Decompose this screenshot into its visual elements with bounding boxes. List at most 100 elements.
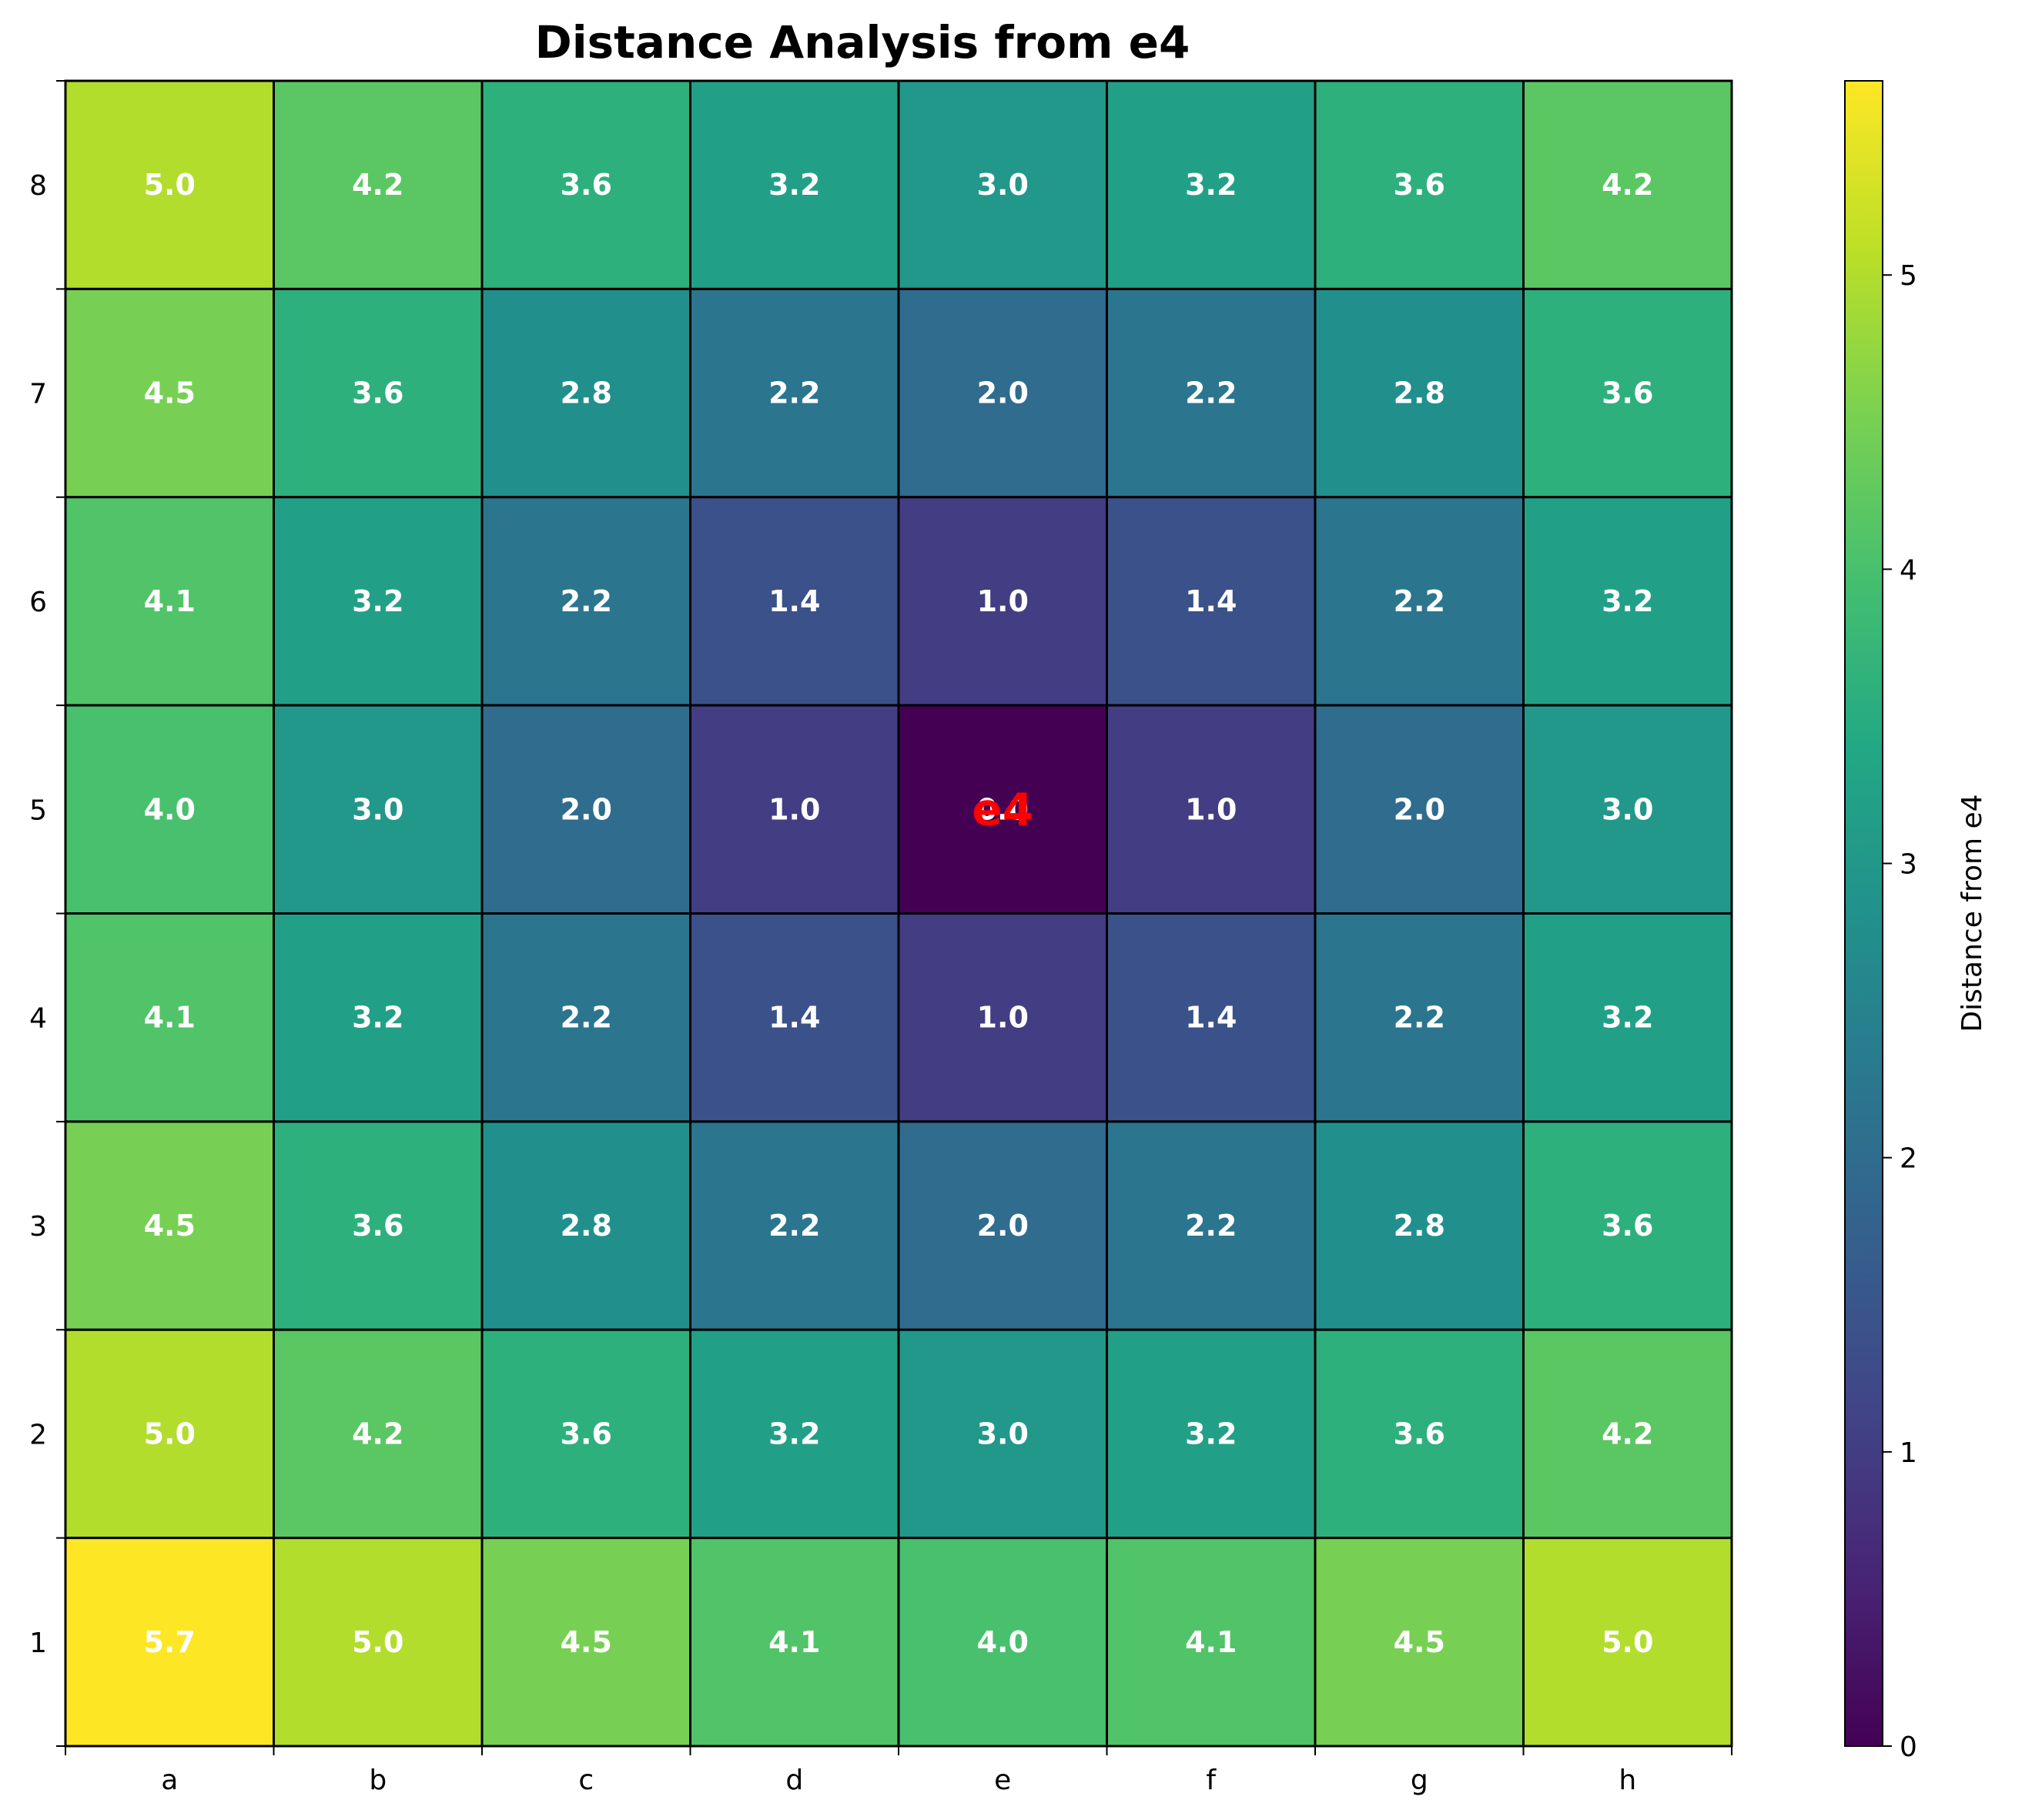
cell-value-label: 4.1: [144, 584, 196, 618]
cell-value-label: 4.5: [144, 376, 196, 410]
cell-value-label: 3.6: [561, 168, 612, 202]
cell-value-label: 1.0: [768, 792, 820, 826]
heatmap-cell: [1314, 704, 1525, 915]
cell-value-label: 4.5: [1394, 1625, 1445, 1659]
heatmap-cell: [273, 287, 484, 499]
cell-value-label: 4.0: [977, 1625, 1029, 1659]
x-tick-label: h: [1619, 1765, 1636, 1796]
heatmap-cell: [1314, 1120, 1525, 1331]
heatmap-cell: [480, 1328, 691, 1540]
cell-value-label: 2.2: [561, 1001, 612, 1035]
cell-value-label: 4.5: [144, 1209, 196, 1243]
heatmap-cell: [64, 1328, 275, 1540]
heatmap-cell: [480, 1537, 691, 1748]
x-tick-label: f: [1206, 1765, 1217, 1796]
cell-value-label: 2.8: [1394, 376, 1445, 410]
colorbar-label: Distance from e4: [1957, 794, 1988, 1032]
heatmap-cell: [273, 1328, 484, 1540]
cell-value-label: 1.0: [1185, 792, 1237, 826]
cell-value-label: 2.2: [1394, 1001, 1445, 1035]
heatmap-cell: [64, 1537, 275, 1748]
colorbar-ticks: 0 1 2 3 4 5: [1883, 260, 1917, 1763]
heatmap-cell: [689, 79, 900, 290]
cell-value-label: 4.1: [1185, 1625, 1237, 1659]
heatmap-cell: [897, 1328, 1108, 1540]
cell-value-label: 4.1: [768, 1625, 820, 1659]
x-axis: a b c d e f g h: [65, 1746, 1732, 1796]
colorbar: [1844, 80, 1883, 1747]
heatmap-cell: [1106, 287, 1317, 499]
heatmap-cell: [273, 1120, 484, 1331]
heatmap-cell: [897, 1537, 1108, 1748]
heatmap-cell: [480, 912, 691, 1123]
cell-value-label: 2.0: [561, 792, 612, 826]
y-tick-label: 2: [29, 1419, 47, 1450]
cell-value-label: 1.4: [1185, 1001, 1237, 1035]
heatmap-cell: [1106, 496, 1317, 707]
cell-value-label: 2.2: [768, 376, 820, 410]
cell-value-label: 5.7: [144, 1625, 196, 1659]
cell-value-label: 3.2: [1185, 1417, 1237, 1450]
cell-value-label: 2.2: [1185, 1209, 1237, 1243]
y-tick-label: 3: [29, 1211, 47, 1243]
cell-value-label: 3.0: [1602, 792, 1653, 826]
heatmap-cell: [689, 496, 900, 707]
cell-value-label: 4.0: [144, 792, 196, 826]
cell-value-label: 3.6: [1394, 1417, 1445, 1450]
cell-value-label: 3.6: [1394, 168, 1445, 202]
y-tick-label: 7: [29, 379, 47, 410]
cell-value-label: 2.2: [1394, 584, 1445, 618]
heatmap-cell: [1314, 1328, 1525, 1540]
heatmap-cell: [1522, 1120, 1733, 1331]
x-tick-label: d: [785, 1765, 803, 1796]
colorbar-tick-label: 1: [1900, 1437, 1917, 1469]
heatmap-cell: [273, 79, 484, 290]
chart-title: Distance Analysis from e4: [535, 16, 1190, 69]
cell-value-label: 2.8: [561, 1209, 612, 1243]
heatmap-cell: [1522, 79, 1733, 290]
heatmap-cell: [480, 1120, 691, 1331]
heatmap-cell: [1522, 496, 1733, 707]
heatmap-cell: [1314, 287, 1525, 499]
x-tick-label: g: [1411, 1765, 1428, 1796]
heatmap-cell: [1314, 496, 1525, 707]
y-tick-label: 1: [29, 1628, 47, 1659]
y-axis: 8 7 6 5 4 3 2 1: [29, 80, 65, 1747]
cell-value-label: 3.2: [1185, 168, 1237, 202]
heatmap-cell: [689, 1537, 900, 1748]
y-tick-label: 6: [29, 587, 47, 618]
heatmap-cell: [1522, 287, 1733, 499]
cell-value-label: 2.0: [977, 376, 1029, 410]
heatmap-cell: [1522, 1537, 1733, 1748]
cell-value-label: 2.8: [1394, 1209, 1445, 1243]
cell-value-label: 3.2: [768, 1417, 820, 1450]
heatmap-cell: [64, 496, 275, 707]
heatmap-cell: [1522, 1328, 1733, 1540]
heatmap-cell: [480, 79, 691, 290]
cell-value-label: 4.5: [561, 1625, 612, 1659]
colorbar-tick-label: 3: [1900, 849, 1917, 881]
colorbar-tick-label: 4: [1900, 554, 1917, 586]
colorbar-tick-label: 0: [1900, 1731, 1917, 1763]
cell-value-label: 2.2: [561, 584, 612, 618]
cell-value-label: 3.6: [352, 1209, 403, 1243]
cell-value-label: 4.2: [352, 1417, 403, 1450]
cell-value-label: 3.0: [977, 168, 1029, 202]
heatmap-cell: [897, 704, 1108, 915]
heatmap-cells: [64, 79, 1733, 1748]
x-tick-label: c: [578, 1765, 594, 1796]
x-tick-label: b: [369, 1765, 387, 1796]
cell-value-label: 4.2: [1602, 1417, 1653, 1450]
heatmap-cell: [64, 79, 275, 290]
heatmap-cell: [897, 287, 1108, 499]
cell-value-label: 3.6: [1602, 376, 1653, 410]
heatmap-cell: [273, 496, 484, 707]
cell-value-label: 1.0: [977, 584, 1029, 618]
cell-value-label: 4.2: [1602, 168, 1653, 202]
heatmap-cell: [689, 912, 900, 1123]
cell-value-label: 3.0: [352, 792, 403, 826]
heatmap-cell: [1106, 1537, 1317, 1748]
heatmap-cell: [897, 496, 1108, 707]
x-tick-label: e: [994, 1765, 1011, 1796]
